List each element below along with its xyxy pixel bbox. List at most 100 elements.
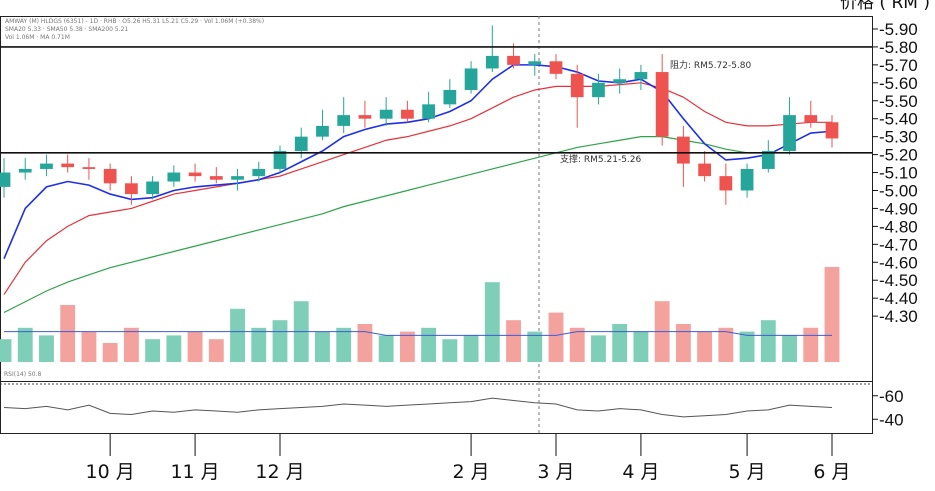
sma50-line — [3, 82, 832, 295]
price-unit-label: 价格 ( RM ) — [840, 0, 930, 13]
candle-body — [40, 163, 53, 169]
volume-bar — [123, 327, 139, 362]
volume-bar — [336, 327, 352, 362]
candle-body — [634, 72, 648, 80]
candle-body — [252, 168, 266, 177]
volume-bar — [484, 282, 500, 362]
candle-body — [443, 89, 457, 105]
legend-line-2: SMA20 5.33 · SMA50 5.38 · SMA200 5.21 — [5, 26, 128, 33]
time-tick-label: 5 月 — [729, 461, 766, 483]
candle-body — [549, 61, 563, 74]
candle-body — [167, 172, 181, 182]
candle-body — [422, 104, 435, 119]
support-resistance-lines — [0, 46, 872, 154]
moving-averages — [3, 64, 833, 314]
price-tick-label: -4.90 — [879, 199, 918, 218]
volume-bar — [675, 324, 691, 362]
volume-bar — [739, 331, 755, 362]
support-label: 支撑: RM5.21-5.26 — [560, 153, 642, 165]
volume-bar — [39, 335, 54, 362]
price-tick-label: -4.30 — [879, 307, 918, 326]
volume-bar — [782, 335, 797, 362]
candle-body — [337, 115, 351, 126]
volume-bar — [421, 327, 437, 362]
candle-body — [804, 115, 818, 123]
candle-body — [61, 163, 75, 168]
candlesticks — [0, 25, 839, 205]
candle-body — [740, 168, 754, 191]
time-tick-label: 10 月 — [86, 461, 135, 483]
rsi-panel — [0, 381, 873, 434]
time-axis: 10 月 11 月 12 月 2 月 3 月 4 月 5 月 6 月 — [86, 434, 851, 483]
candle-body — [82, 167, 96, 169]
rsi-axis: -60-40 — [872, 387, 904, 429]
candle-body — [719, 176, 733, 191]
sma20-line — [3, 64, 833, 259]
volume-bar — [569, 327, 585, 362]
candle-body — [294, 136, 308, 152]
volume-bar — [527, 331, 543, 362]
volume-bar — [591, 335, 606, 362]
volume-bar — [548, 312, 564, 362]
price-tick-label: -5.90 — [879, 20, 918, 39]
candle-body — [0, 172, 11, 187]
volume-bar — [357, 324, 373, 362]
price-tick-label: -5.40 — [879, 110, 918, 129]
price-tick-label: -5.70 — [879, 56, 918, 75]
volume-bar — [0, 339, 12, 362]
candle-body — [209, 176, 223, 180]
candle-body — [528, 61, 542, 65]
price-tick-label: -5.20 — [879, 146, 918, 165]
volume-bar — [60, 305, 76, 362]
rsi-tick-label: -40 — [879, 410, 904, 429]
price-tick-label: -5.60 — [879, 74, 918, 93]
candle-body — [401, 109, 414, 119]
volume-bar — [17, 327, 33, 362]
candle-body — [103, 168, 117, 184]
time-tick-label: 6 月 — [813, 461, 850, 483]
candle-body — [379, 109, 393, 119]
volume-bar — [760, 320, 776, 362]
price-tick-label: -5.80 — [879, 38, 918, 57]
candle-body — [592, 82, 605, 98]
candle-body — [655, 72, 669, 137]
candle-body — [507, 55, 520, 65]
price-tick-label: -4.50 — [879, 271, 918, 290]
rsi-indicator — [0, 383, 872, 418]
candle-body — [125, 183, 138, 195]
volume-bar — [251, 327, 267, 362]
volume-bar — [399, 331, 415, 362]
candle-body — [358, 115, 372, 119]
rsi-tick-label: -60 — [879, 387, 904, 406]
candle-body — [146, 181, 159, 195]
volume-bar — [697, 331, 713, 362]
price-tick-label: -4.40 — [879, 289, 918, 308]
candle-body — [231, 176, 244, 180]
time-tick-label: 11 月 — [170, 461, 219, 483]
volume-bar — [633, 331, 649, 362]
candle-body — [273, 151, 287, 169]
volume-bar — [166, 335, 182, 362]
candle-body — [18, 168, 32, 173]
volume-bar — [718, 327, 734, 362]
candle-body — [188, 172, 202, 177]
price-tick-label: -4.60 — [879, 253, 918, 272]
volume-bar — [803, 327, 819, 362]
volume-bar — [81, 331, 97, 362]
candle-body — [316, 125, 329, 137]
rsi-line — [3, 397, 833, 418]
volume-bar — [378, 335, 394, 362]
time-tick-label: 12 月 — [255, 461, 304, 483]
volume-ma-line — [4, 331, 832, 336]
volume-bar — [230, 308, 245, 362]
time-tick-label: 3 月 — [537, 461, 574, 483]
candle-body — [783, 115, 796, 152]
price-tick-label: -5.30 — [879, 128, 918, 147]
candle-body — [464, 68, 478, 90]
price-tick-label: -5.50 — [879, 92, 918, 111]
candle-body — [761, 151, 775, 169]
volume-bar — [102, 343, 118, 362]
resistance-label: 阻力: RM5.72-5.80 — [670, 59, 752, 71]
price-axis: -5.90-5.80-5.70-5.60-5.50-5.40-5.30-5.20… — [872, 20, 918, 326]
price-tick-label: -4.80 — [879, 217, 918, 236]
